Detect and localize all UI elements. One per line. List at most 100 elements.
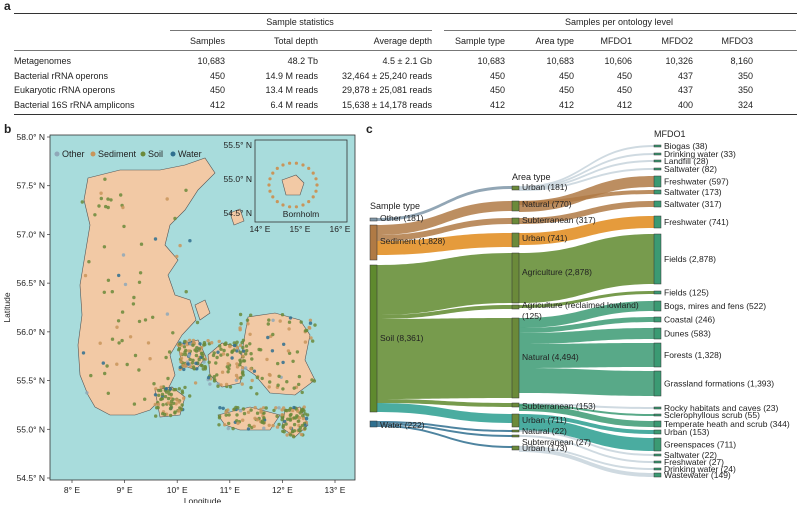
sample-dot	[250, 378, 254, 383]
mfdo1-node	[653, 300, 662, 312]
area-type-node	[511, 317, 520, 399]
sample-dot	[106, 278, 111, 282]
sample-dot	[303, 340, 308, 344]
landmass	[77, 157, 216, 416]
sample-dot	[232, 341, 236, 345]
sample-dot	[169, 403, 173, 407]
y-tick-label: 55.5° N	[17, 376, 45, 386]
sample-dot	[308, 321, 313, 325]
sample-dot	[288, 413, 292, 418]
x-tick-label: 13° E	[325, 485, 346, 495]
sample-dot	[241, 418, 245, 422]
sample-dot	[262, 416, 266, 420]
sample-dot	[224, 413, 228, 417]
sample-dot	[194, 361, 198, 365]
sample-dot	[224, 382, 229, 387]
col-header: MFDO3	[721, 36, 754, 46]
sample-dot	[255, 392, 259, 396]
mfdo1-node	[653, 175, 662, 188]
sample-type-node	[369, 264, 378, 413]
legend-marker	[90, 151, 96, 157]
sample-dot	[307, 166, 311, 170]
sample-dot	[223, 342, 227, 346]
sample-type-label: Other (181)	[380, 213, 424, 223]
landmass	[229, 208, 245, 226]
table-cell: 48.2 Tb	[287, 56, 318, 66]
map-figure: 58.0° N 57.5° N 57.0° N 56.5° N 56.0° N 55.5°…	[2, 132, 356, 503]
sample-dot	[246, 427, 251, 431]
sample-dot	[265, 357, 269, 362]
inset-x-tick-label: 15° E	[290, 224, 311, 234]
sample-dot	[241, 354, 245, 358]
sample-dot	[255, 418, 260, 422]
sample-dot	[275, 166, 279, 170]
sample-dot	[226, 362, 230, 366]
mfdo1-label: Biogas (38)	[664, 141, 708, 151]
sample-dot	[281, 429, 285, 433]
sample-dot	[116, 319, 121, 323]
col-header: Area type	[535, 36, 574, 46]
sankey-link	[377, 423, 512, 437]
sample-dot	[183, 339, 187, 344]
sankey-link	[377, 403, 512, 423]
mfdo1-node	[653, 370, 662, 397]
sample-dot	[210, 341, 214, 345]
sample-dot	[248, 342, 252, 346]
sample-dot	[217, 423, 221, 427]
sample-dot	[117, 341, 121, 345]
sample-type-node	[369, 420, 378, 428]
mfdo1-node	[653, 472, 662, 478]
sample-dot	[301, 416, 306, 421]
table-cell: 10,326	[665, 56, 693, 66]
table-cell: 450	[209, 70, 225, 81]
sample-dot	[241, 345, 245, 350]
sample-dot	[175, 254, 179, 259]
table-cell: 14.9 M reads	[265, 70, 318, 81]
table-cell: 324	[737, 99, 753, 110]
sankey-link	[519, 448, 654, 477]
y-tick-label: 57.5° N	[17, 181, 45, 191]
table-cell: 412	[209, 99, 225, 110]
sample-dot	[310, 378, 314, 382]
y-axis-title: Latitude	[2, 292, 12, 323]
sample-dot	[238, 326, 242, 330]
mfdo1-label: Drinking water (33)	[664, 149, 736, 159]
col-header: MFDO1	[600, 36, 633, 46]
sample-dot	[163, 394, 168, 399]
mfdo1-node	[653, 159, 662, 163]
mfdo1-node	[653, 144, 662, 148]
sample-dot	[151, 315, 155, 319]
sample-dot	[238, 350, 242, 354]
sample-dot	[227, 413, 231, 417]
sample-dot	[227, 367, 231, 371]
sample-dot	[98, 341, 102, 345]
mfdo1-node	[653, 152, 662, 156]
sample-dot	[115, 325, 119, 329]
sankey-link	[519, 201, 654, 224]
sample-dot	[235, 349, 239, 353]
sample-dot	[280, 413, 284, 417]
table-cell: 437	[677, 85, 693, 95]
area-type-node	[511, 413, 520, 428]
sample-dot	[268, 380, 272, 384]
sample-dot	[283, 408, 288, 412]
group-header-ontology-levels: Samples per ontology level	[564, 17, 674, 27]
sample-dot	[178, 365, 182, 370]
sample-dot	[221, 406, 225, 410]
table-cell: 10,683	[546, 56, 574, 66]
sample-dot	[285, 433, 289, 437]
mfdo1-node	[653, 460, 662, 464]
mfdo1-node	[653, 429, 662, 435]
mfdo1-label: Saltwater (22)	[664, 450, 717, 460]
table-cell: 350	[737, 70, 753, 81]
sample-dot	[156, 402, 161, 407]
sample-dot	[232, 348, 236, 352]
sample-dot	[164, 387, 169, 391]
sample-dot	[104, 204, 108, 209]
sample-dot	[244, 352, 248, 356]
sample-dot	[221, 352, 226, 356]
table-cell: 400	[677, 99, 693, 110]
group-header-sample-statistics: Sample statistics	[266, 17, 334, 27]
sankey-link	[377, 253, 512, 315]
sample-dot	[171, 397, 175, 401]
